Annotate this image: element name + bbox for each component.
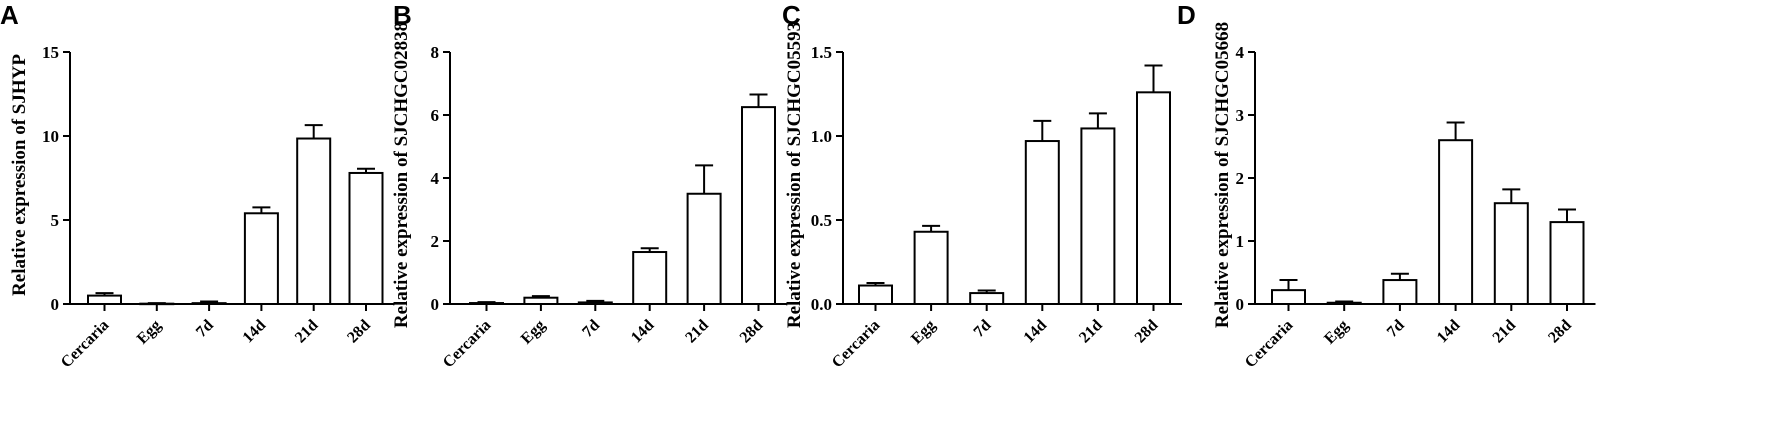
- x-tick-label: 7d: [971, 317, 995, 341]
- x-tick-label: Cercaria: [440, 317, 495, 372]
- x-tick-label: 14d: [240, 317, 270, 347]
- bar: [969, 292, 1005, 305]
- y-tick-label: 0: [431, 295, 440, 314]
- y-axis-title: Relative expression of SJCHGC02838: [391, 22, 412, 328]
- bar: [296, 137, 332, 305]
- x-tick-label: Egg: [134, 317, 165, 348]
- x-tick-label: Cercaria: [1242, 317, 1297, 372]
- x-tick-label: 21d: [1489, 317, 1519, 347]
- y-tick-label: 0: [51, 295, 60, 314]
- x-tick-label: 14d: [1020, 317, 1050, 347]
- bar: [1438, 139, 1474, 305]
- bar: [243, 212, 279, 305]
- bar: [1382, 279, 1418, 305]
- panel-b: B Relative expression of SJCHGC02838 0 2 4…: [391, 0, 787, 371]
- x-tick-label: Egg: [518, 317, 549, 348]
- y-tick-label: 10: [42, 127, 59, 146]
- y-tick-label: 4: [1236, 43, 1245, 62]
- x-tick-label: 7d: [193, 317, 217, 341]
- panel-letter: D: [1177, 0, 1196, 30]
- bar: [1080, 127, 1116, 305]
- x-tick-label: 28d: [737, 317, 767, 347]
- bar: [913, 230, 949, 305]
- y-axis-title: Relative expression of SJCHGC05593: [784, 22, 805, 328]
- bar: [1271, 289, 1306, 306]
- x-tick-label: Egg: [1321, 317, 1352, 348]
- x-tick-label: 21d: [1076, 317, 1106, 347]
- x-tick-label: 14d: [628, 317, 658, 347]
- x-tick-label: 7d: [579, 317, 603, 341]
- x-tick-label: 28d: [1545, 317, 1575, 347]
- panel-letter: C: [782, 0, 801, 30]
- panel-c: C Relative expression of SJCHGC05593 0.0…: [782, 0, 1182, 371]
- y-tick-label: 1.0: [811, 127, 832, 146]
- x-tick-label: 14d: [1434, 317, 1464, 347]
- bar: [686, 192, 722, 305]
- y-tick-label: 6: [431, 106, 440, 125]
- y-tick-label: 2: [431, 232, 440, 251]
- bar: [348, 171, 384, 305]
- x-tick-label: 21d: [292, 317, 322, 347]
- y-tick-label: 1: [1236, 232, 1245, 251]
- panel-d: D Relative expression of SJCHGC05668 0 1 2…: [1177, 0, 1596, 371]
- y-tick-label: 2: [1236, 169, 1245, 188]
- bar: [191, 302, 227, 306]
- y-tick-label: 5: [51, 211, 60, 230]
- y-tick-label: 0.5: [811, 211, 832, 230]
- bar: [1493, 202, 1529, 305]
- y-tick-label: 8: [431, 43, 440, 62]
- y-axis-title: Relative expression of SJCHGC05668: [1212, 22, 1233, 328]
- bar: [1326, 301, 1362, 305]
- x-tick-label: Cercaria: [58, 317, 113, 372]
- x-tick-label: 28d: [1132, 317, 1162, 347]
- x-tick-label: 7d: [1384, 317, 1408, 341]
- x-tick-label: 21d: [682, 317, 712, 347]
- y-tick-label: 1.5: [811, 43, 832, 62]
- bar: [1136, 91, 1171, 305]
- bar: [1549, 221, 1585, 306]
- panel-letter: B: [393, 0, 412, 30]
- y-tick-label: 15: [42, 43, 59, 62]
- y-tick-label: 0: [1236, 295, 1245, 314]
- x-tick-label: Cercaria: [829, 317, 884, 372]
- x-tick-label: Egg: [908, 317, 939, 348]
- bar: [523, 296, 559, 306]
- panel-letter: A: [0, 0, 19, 30]
- bar: [87, 294, 122, 306]
- bar: [858, 284, 893, 305]
- bar: [1024, 140, 1060, 305]
- y-axis-title: Relative expression of SJHYP: [9, 54, 30, 296]
- y-tick-label: 4: [431, 169, 440, 188]
- bar: [632, 251, 668, 305]
- bar: [741, 106, 776, 305]
- bar: [469, 302, 504, 305]
- x-tick-label: 28d: [344, 317, 374, 347]
- bar: [577, 301, 613, 305]
- panel-a: A Relative expression of SJHYP 0 5 10 15 Cer…: [0, 0, 395, 371]
- y-tick-label: 3: [1236, 106, 1245, 125]
- y-tick-label: 0.0: [811, 295, 832, 314]
